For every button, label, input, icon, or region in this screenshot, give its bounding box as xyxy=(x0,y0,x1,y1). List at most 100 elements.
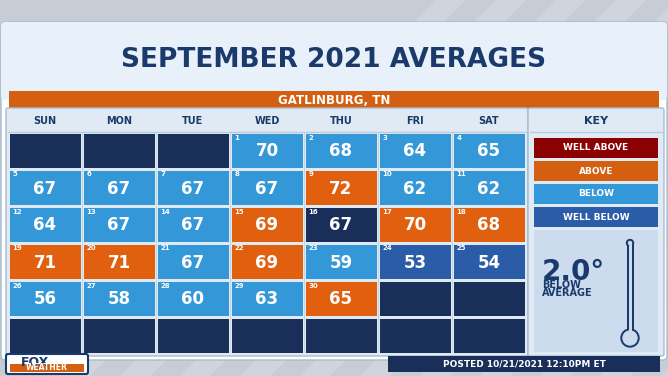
Bar xyxy=(232,318,303,353)
Text: 22: 22 xyxy=(234,246,244,252)
Text: 11: 11 xyxy=(456,171,466,177)
Bar xyxy=(10,364,84,372)
Bar xyxy=(84,133,154,167)
Text: 28: 28 xyxy=(160,282,170,288)
Text: 30: 30 xyxy=(309,282,318,288)
Bar xyxy=(454,133,524,167)
Bar xyxy=(534,230,658,352)
FancyBboxPatch shape xyxy=(6,354,88,374)
Bar xyxy=(9,208,81,241)
Text: 62: 62 xyxy=(403,179,427,197)
Text: 8: 8 xyxy=(234,171,239,177)
Text: WED: WED xyxy=(255,116,280,126)
Polygon shape xyxy=(60,0,466,376)
Text: 20: 20 xyxy=(86,246,96,252)
Bar xyxy=(379,208,450,241)
Polygon shape xyxy=(180,0,586,376)
Circle shape xyxy=(629,241,631,244)
Bar xyxy=(379,133,450,167)
Bar xyxy=(305,282,377,315)
FancyBboxPatch shape xyxy=(6,108,528,356)
Text: 71: 71 xyxy=(33,253,57,271)
Text: 59: 59 xyxy=(329,253,353,271)
Bar xyxy=(84,244,154,279)
FancyBboxPatch shape xyxy=(1,22,667,100)
Text: 1: 1 xyxy=(234,135,239,141)
Text: KEY: KEY xyxy=(584,116,608,126)
Bar xyxy=(9,244,81,279)
Text: 3: 3 xyxy=(383,135,387,141)
FancyBboxPatch shape xyxy=(1,22,667,360)
Bar xyxy=(388,356,660,372)
Polygon shape xyxy=(540,0,668,376)
Text: 2.0°: 2.0° xyxy=(542,258,605,287)
Bar xyxy=(379,282,450,315)
Bar xyxy=(454,318,524,353)
Bar xyxy=(9,91,659,109)
Text: 4: 4 xyxy=(456,135,462,141)
Text: 67: 67 xyxy=(255,179,279,197)
Bar xyxy=(84,208,154,241)
Circle shape xyxy=(627,240,633,247)
Bar xyxy=(534,207,658,227)
Text: 14: 14 xyxy=(160,209,170,214)
Bar xyxy=(305,244,377,279)
Text: 23: 23 xyxy=(309,246,318,252)
Text: POSTED 10/21/2021 12:10PM ET: POSTED 10/21/2021 12:10PM ET xyxy=(443,359,605,368)
Text: 70: 70 xyxy=(403,217,427,235)
Text: THU: THU xyxy=(329,116,353,126)
Text: SUN: SUN xyxy=(33,116,57,126)
Bar xyxy=(158,282,228,315)
Bar xyxy=(232,170,303,205)
Text: 54: 54 xyxy=(478,253,500,271)
Bar xyxy=(84,170,154,205)
Text: 67: 67 xyxy=(329,217,353,235)
Bar xyxy=(158,318,228,353)
Text: 2: 2 xyxy=(309,135,313,141)
Text: AVERAGE: AVERAGE xyxy=(542,288,593,299)
Text: 67: 67 xyxy=(182,179,204,197)
Bar xyxy=(158,208,228,241)
Text: BELOW: BELOW xyxy=(578,190,614,199)
Text: 24: 24 xyxy=(383,246,392,252)
Text: 65: 65 xyxy=(329,291,353,308)
Text: 19: 19 xyxy=(13,246,22,252)
Bar xyxy=(454,244,524,279)
Circle shape xyxy=(621,329,639,347)
Bar xyxy=(305,133,377,167)
Text: 13: 13 xyxy=(86,209,96,214)
Text: 15: 15 xyxy=(234,209,244,214)
Text: 71: 71 xyxy=(108,253,130,271)
Text: 67: 67 xyxy=(182,253,204,271)
Text: 72: 72 xyxy=(329,179,353,197)
Bar xyxy=(454,208,524,241)
Bar xyxy=(158,133,228,167)
Bar xyxy=(232,133,303,167)
Text: 21: 21 xyxy=(160,246,170,252)
Bar xyxy=(534,184,658,204)
Text: 69: 69 xyxy=(255,253,279,271)
Bar xyxy=(627,243,633,337)
Text: 6: 6 xyxy=(86,171,92,177)
Text: FOX: FOX xyxy=(21,355,49,368)
Text: 9: 9 xyxy=(309,171,313,177)
Text: 67: 67 xyxy=(108,179,130,197)
Text: 16: 16 xyxy=(309,209,318,214)
Text: BELOW: BELOW xyxy=(542,280,581,290)
Text: WELL BELOW: WELL BELOW xyxy=(562,212,629,221)
Text: 29: 29 xyxy=(234,282,244,288)
Text: SAT: SAT xyxy=(479,116,499,126)
Bar xyxy=(84,282,154,315)
Text: 63: 63 xyxy=(255,291,279,308)
Polygon shape xyxy=(120,0,526,376)
Text: 65: 65 xyxy=(478,143,500,161)
Text: 64: 64 xyxy=(33,217,57,235)
FancyBboxPatch shape xyxy=(528,108,664,356)
Text: 18: 18 xyxy=(456,209,466,214)
Text: ABOVE: ABOVE xyxy=(578,167,613,176)
Bar xyxy=(454,170,524,205)
Bar xyxy=(9,170,81,205)
Polygon shape xyxy=(660,0,668,376)
Text: 53: 53 xyxy=(403,253,427,271)
Text: 12: 12 xyxy=(13,209,22,214)
